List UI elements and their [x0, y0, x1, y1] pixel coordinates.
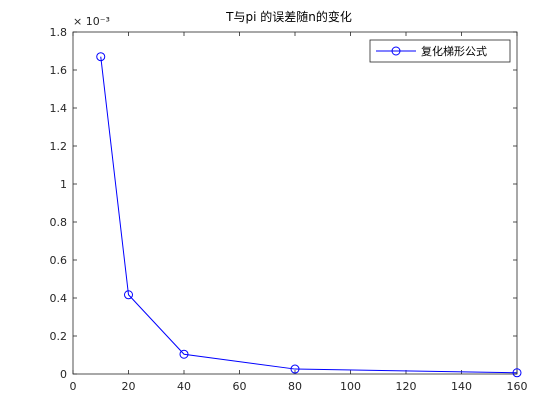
x-tick-label: 20	[122, 380, 136, 393]
y-tick-label: 0.8	[50, 216, 68, 229]
x-tick-label: 40	[177, 380, 191, 393]
data-point-marker	[512, 368, 522, 378]
y-tick-label: 1.8	[50, 26, 68, 39]
series-layer	[96, 52, 522, 378]
x-tick-label: 120	[396, 380, 417, 393]
y-tick-label: 0	[60, 368, 67, 381]
data-point-marker	[96, 52, 106, 62]
data-point-marker	[290, 364, 300, 374]
data-point-marker	[179, 349, 189, 359]
legend: 复化梯形公式	[369, 39, 511, 63]
plot-area-frame	[72, 31, 518, 375]
y-tick-label: 0.2	[50, 330, 68, 343]
y-tick-label: 1.2	[50, 140, 68, 153]
x-tick-label: 60	[233, 380, 247, 393]
y-tick-label: 1.6	[50, 64, 68, 77]
y-tick-label: 1.4	[50, 102, 68, 115]
y-tick-label: 0.6	[50, 254, 68, 267]
y-tick-label: 1	[60, 178, 67, 191]
data-point-marker	[124, 290, 133, 300]
legend-entry-label: 复化梯形公式	[421, 44, 487, 58]
series-line	[100, 56, 518, 374]
x-tick-label: 100	[340, 380, 361, 393]
x-tick-label: 160	[507, 380, 528, 393]
x-tick-label: 80	[288, 380, 302, 393]
x-axis: 0 20 40 60 80 100 120 140 160	[70, 32, 528, 393]
y-axis-exponent-label: × 10⁻³	[73, 15, 110, 28]
x-tick-label: 0	[70, 380, 77, 393]
chart-title: T与pi 的误差随n的变化	[225, 9, 352, 24]
legend-marker-swatch	[391, 46, 401, 56]
y-axis: 0 0.2 0.4 0.6 0.8 1 1.2 1.4 1.6 1.8	[50, 26, 517, 381]
x-tick-label: 140	[451, 380, 472, 393]
legend-box	[369, 39, 511, 63]
y-tick-label: 0.4	[50, 292, 68, 305]
